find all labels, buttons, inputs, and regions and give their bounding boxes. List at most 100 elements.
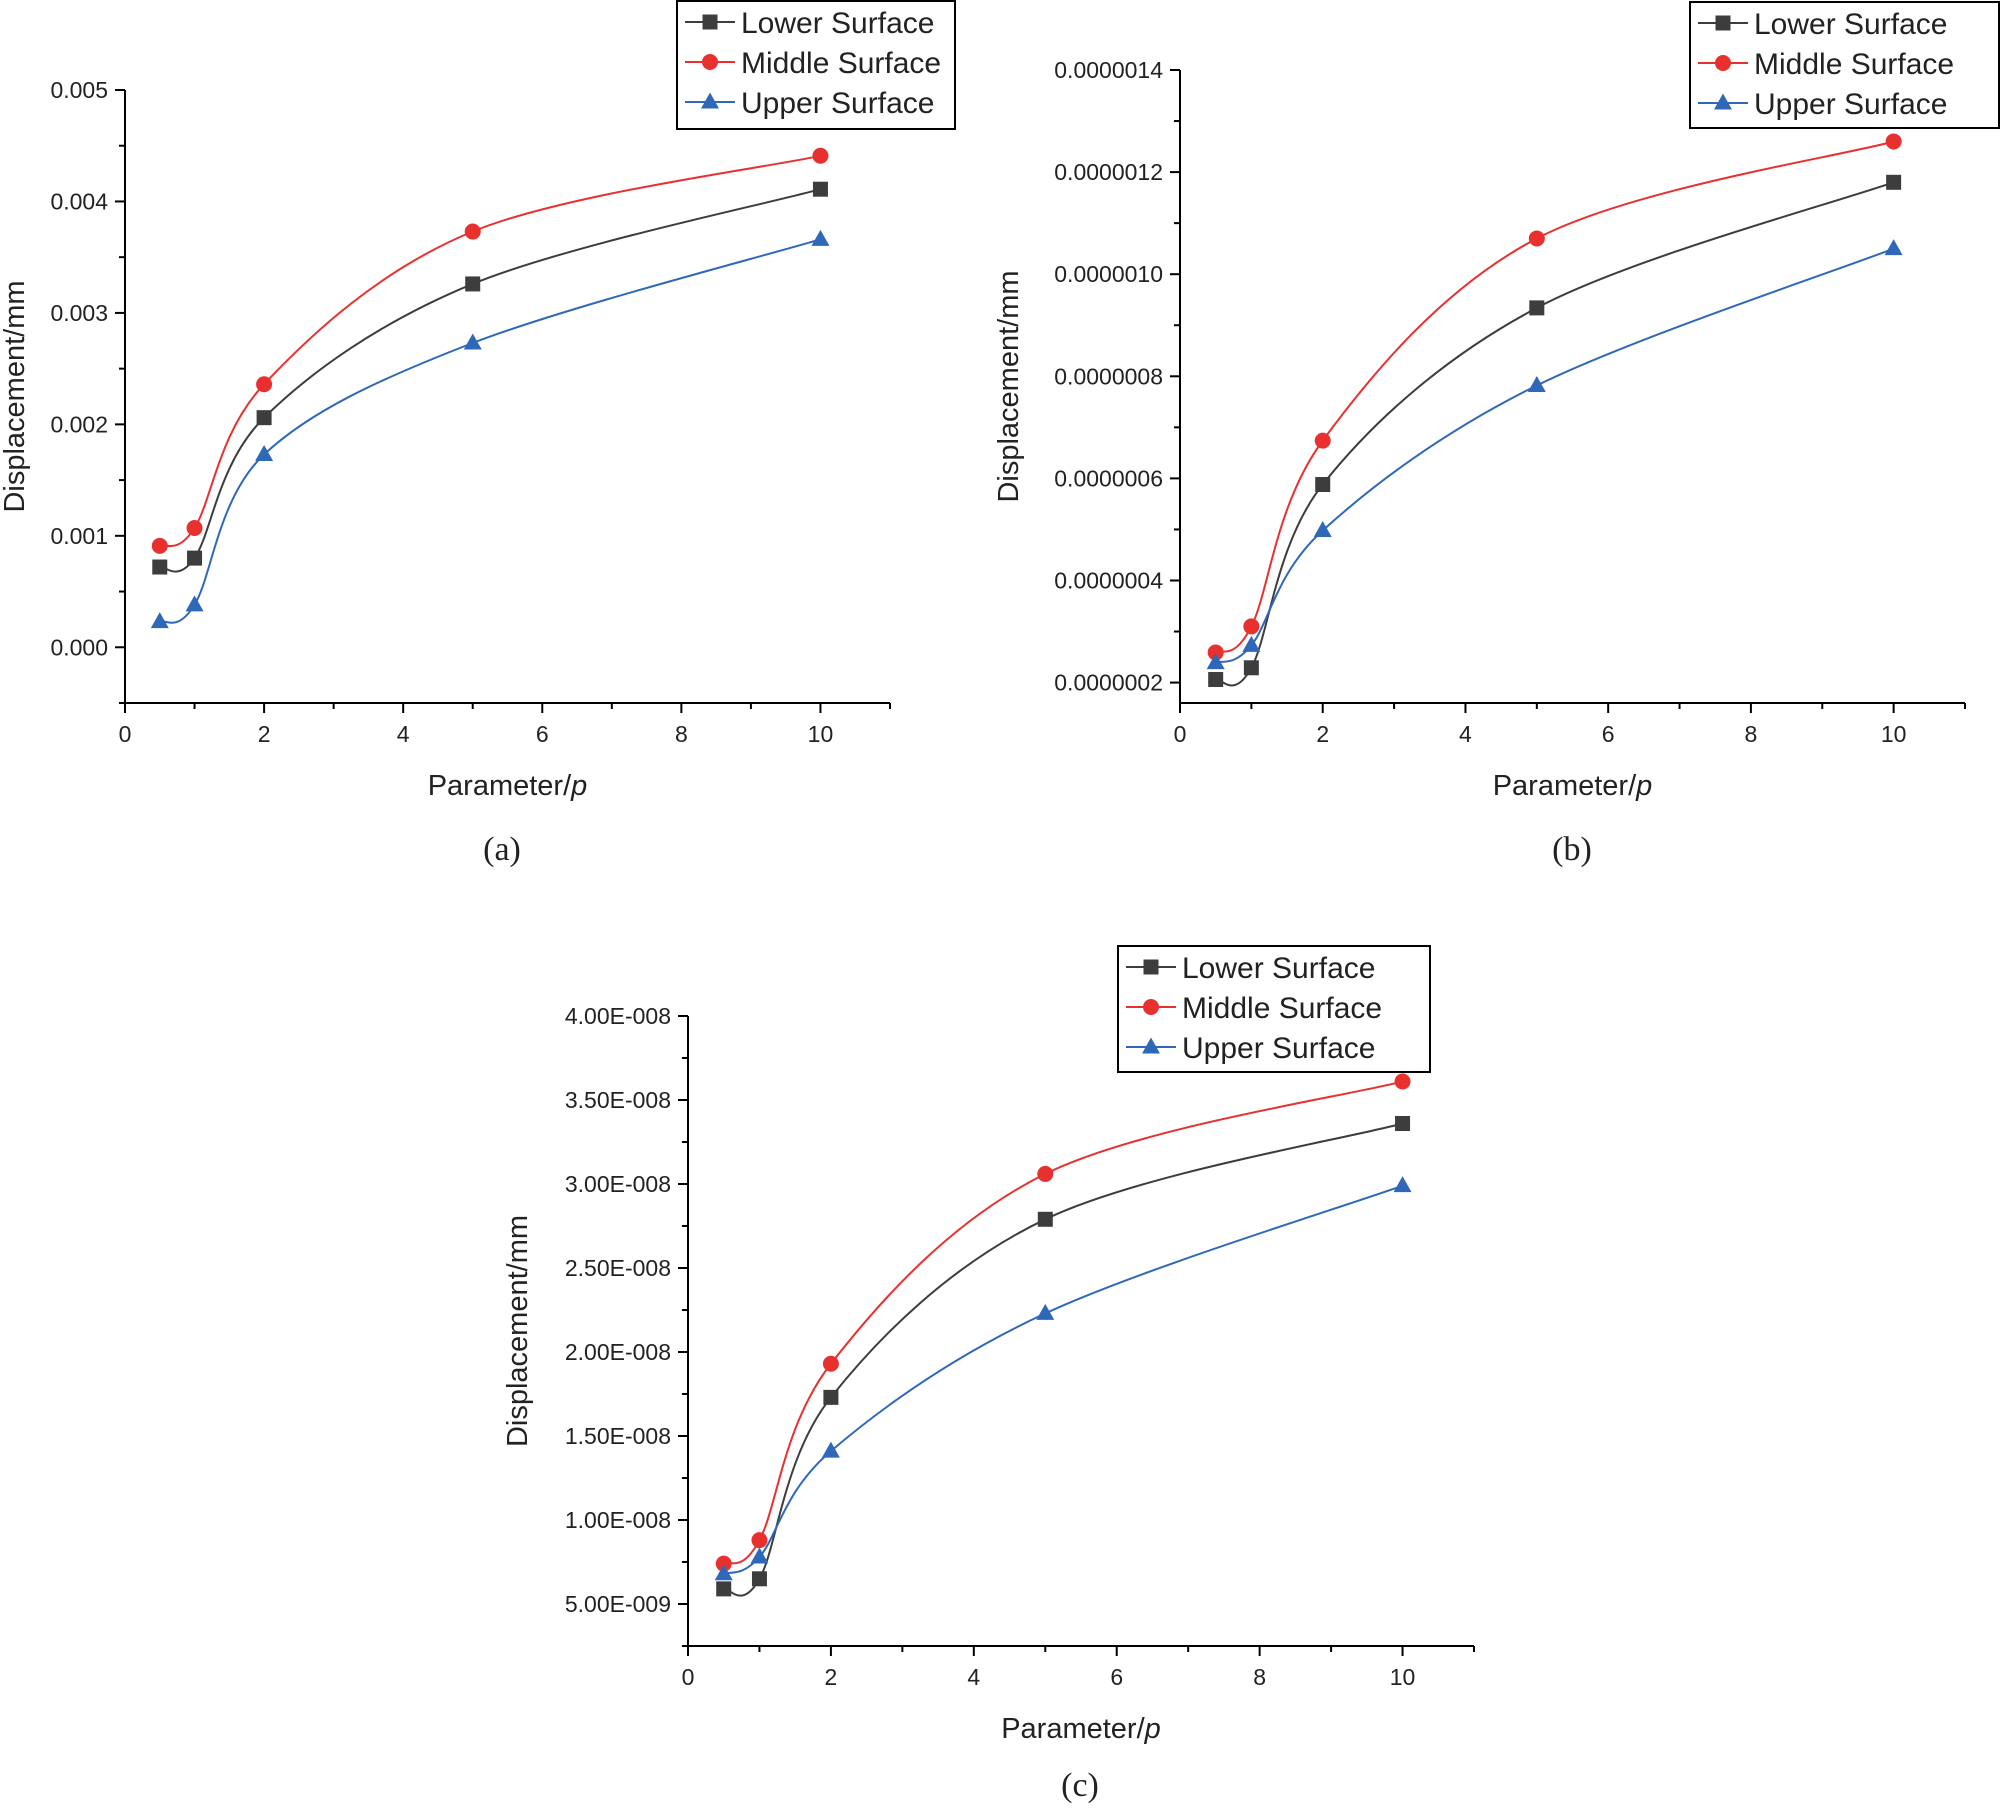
data-point-square — [152, 559, 168, 575]
y-axis-title: Displacement/mm — [502, 1215, 534, 1447]
y-tick-label: 2.00E-008 — [565, 1339, 671, 1365]
data-point-triangle — [150, 612, 169, 629]
legend-marker-square — [1715, 15, 1731, 31]
legend: Lower Surface Middle Surface Upper Surface — [1689, 1, 2000, 129]
y-tick-label: 0.000 — [50, 634, 108, 660]
data-point-triangle — [750, 1547, 769, 1564]
legend-marker-triangle — [701, 92, 719, 109]
chart-panel-3: 0 2 4 6 8 10 5.00E-009 1.00E-008 1.50E-008 2.00E-… — [502, 945, 1475, 1804]
data-point-circle — [256, 376, 273, 393]
y-tick-label: 5.00E-009 — [565, 1591, 671, 1617]
y-tick-label: 0.0000012 — [1054, 159, 1163, 185]
series-middle-surface — [151, 147, 829, 554]
series-lower-surface — [1208, 174, 1902, 688]
data-point-triangle — [255, 444, 274, 461]
legend-marker-square — [1143, 959, 1159, 975]
legend-marker-circle — [1715, 55, 1731, 71]
legend-label: Middle Surface — [741, 47, 941, 80]
data-point-circle — [812, 147, 829, 164]
y-tick-label: 0.0000002 — [1054, 670, 1163, 696]
series-lower-surface — [152, 181, 828, 575]
y-tick-label: 3.00E-008 — [565, 1171, 671, 1197]
legend: Lower Surface Middle Surface Upper Surface — [1117, 945, 1431, 1073]
series-upper-surface — [714, 1176, 1412, 1581]
y-tick-label: 0.0000014 — [1054, 57, 1163, 83]
data-point-triangle — [1036, 1303, 1055, 1320]
y-tick-label: 1.50E-008 — [565, 1423, 671, 1449]
data-point-square — [1243, 660, 1259, 676]
x-tick-label: 10 — [808, 721, 834, 747]
legend-label: Middle Surface — [1182, 992, 1382, 1025]
data-point-circle — [1037, 1165, 1054, 1182]
data-point-square — [1395, 1116, 1411, 1132]
data-point-circle — [1394, 1073, 1411, 1090]
data-point-circle — [1885, 133, 1902, 150]
x-tick-label: 0 — [119, 721, 132, 747]
series-upper-surface — [1206, 239, 1903, 670]
data-point-circle — [715, 1555, 732, 1572]
data-point-square — [1037, 1211, 1053, 1227]
data-point-triangle — [1527, 375, 1546, 392]
x-axis-title: Parameter/p — [1001, 1713, 1161, 1745]
y-tick-label: 0.004 — [50, 188, 108, 214]
legend-marker-triangle — [1714, 93, 1732, 110]
series-middle-surface — [715, 1073, 1411, 1572]
x-tick-label: 2 — [825, 1664, 838, 1690]
data-point-triangle — [463, 333, 482, 350]
data-point-circle — [1314, 432, 1331, 449]
legend-label: Lower Surface — [1754, 8, 1947, 41]
y-tick-label: 0.002 — [50, 411, 108, 437]
x-tick-label: 0 — [682, 1664, 695, 1690]
data-point-circle — [464, 223, 481, 240]
y-tick-label: 0.001 — [50, 523, 108, 549]
series-line — [723, 1184, 1403, 1575]
x-axis-title: Parameter/p — [1493, 770, 1653, 802]
series-line — [1215, 181, 1894, 687]
series-line — [159, 154, 821, 548]
data-point-triangle — [185, 595, 204, 612]
y-tick-label: 0.0000010 — [1054, 261, 1163, 287]
data-point-triangle — [1393, 1176, 1412, 1193]
series-line — [1215, 247, 1894, 664]
x-tick-label: 8 — [675, 721, 688, 747]
legend-label: Upper Surface — [741, 87, 934, 120]
data-point-circle — [186, 520, 203, 537]
chart-panel-2: 0 2 4 6 8 10 0.0000002 0.0000004 0.0000006 0.0000… — [993, 1, 2000, 868]
data-point-square — [1886, 174, 1902, 190]
x-tick-label: 2 — [258, 721, 271, 747]
panel-label: (c) — [1061, 1767, 1099, 1804]
legend-marker-square — [702, 14, 718, 30]
series-line — [159, 238, 821, 624]
x-tick-label: 6 — [1110, 1664, 1123, 1690]
x-tick-label: 4 — [1459, 721, 1472, 747]
legend: Lower Surface Middle Surface Upper Surface — [676, 0, 956, 130]
data-point-square — [823, 1389, 839, 1405]
x-tick-label: 10 — [1390, 1664, 1416, 1690]
y-tick-label: 0.0000008 — [1054, 363, 1163, 389]
panel-label: (b) — [1552, 831, 1592, 868]
x-tick-label: 10 — [1881, 721, 1907, 747]
y-tick-label: 3.50E-008 — [565, 1087, 671, 1113]
y-tick-label: 0.003 — [50, 300, 108, 326]
legend-label: Middle Surface — [1754, 48, 1954, 81]
data-point-triangle — [714, 1564, 733, 1581]
data-point-square — [812, 181, 828, 197]
x-tick-label: 2 — [1316, 721, 1329, 747]
x-tick-label: 8 — [1745, 721, 1758, 747]
legend-label: Upper Surface — [1182, 1032, 1375, 1065]
data-point-triangle — [821, 1441, 840, 1458]
panel-label: (a) — [483, 831, 521, 868]
data-point-square — [465, 276, 481, 292]
y-tick-label: 0.0000006 — [1054, 465, 1163, 491]
y-tick-label: 0.005 — [50, 77, 108, 103]
series-middle-surface — [1207, 133, 1902, 661]
data-point-square — [751, 1571, 767, 1587]
legend-label: Lower Surface — [741, 7, 934, 40]
x-tick-label: 4 — [967, 1664, 980, 1690]
data-point-triangle — [1206, 653, 1225, 670]
data-point-circle — [151, 537, 168, 554]
series-upper-surface — [150, 229, 830, 629]
data-point-circle — [1207, 644, 1224, 661]
data-point-square — [1529, 300, 1545, 316]
